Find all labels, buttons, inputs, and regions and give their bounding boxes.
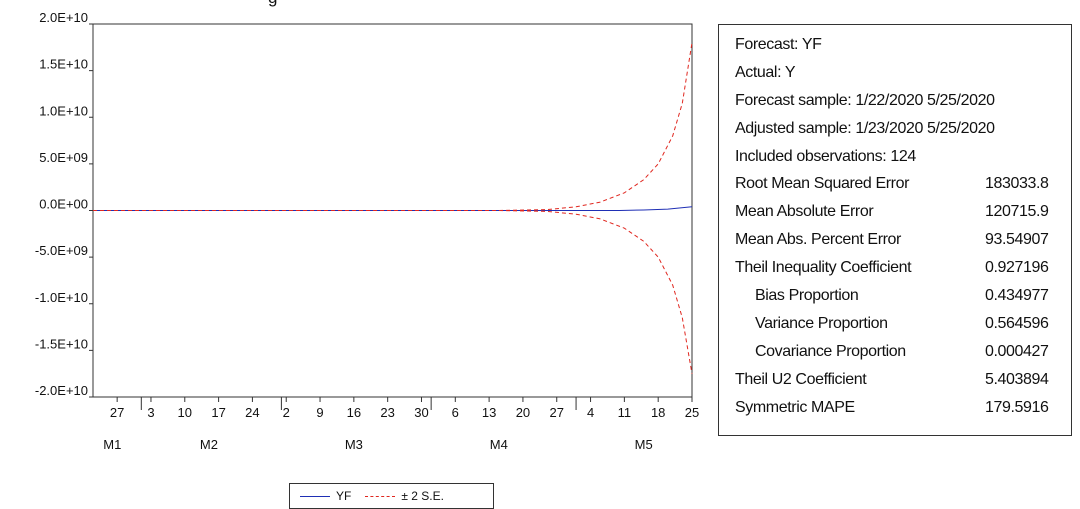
stat-row: Symmetric MAPE 179.5916 [735,394,1071,422]
x-tick-label: 4 [587,405,594,420]
stat-row: Variance Proportion 0.564596 [735,310,1071,338]
x-tick-label: 17 [211,405,225,420]
stat-value: 120715.9 [985,203,1049,221]
stat-row: Mean Absolute Error 120715.9 [735,198,1071,226]
x-tick-label: 3 [147,405,154,420]
stat-value: 183033.8 [985,175,1049,193]
month-label: M1 [103,437,121,452]
y-tick-label: 5.0E+09 [39,150,88,165]
y-tick-label: -1.0E+10 [35,290,88,305]
stat-forecast: Forecast: YF [735,35,822,53]
month-label: M3 [345,437,363,452]
x-tick-label: 16 [347,405,361,420]
stat-value: 93.54907 [985,231,1049,249]
x-tick-label: 6 [452,405,459,420]
x-tick-label: 2 [283,405,290,420]
stat-label: Mean Abs. Percent Error [735,231,901,249]
stat-label: Theil U2 Coefficient [735,370,867,388]
x-tick-label: 10 [178,405,192,420]
chart-legend: YF ± 2 S.E. [289,483,494,509]
y-tick-label: -2.0E+10 [35,383,88,398]
x-tick-label: 20 [516,405,530,420]
y-tick-label: -1.5E+10 [35,336,88,351]
x-tick-label: 30 [414,405,428,420]
series-yf-line [93,206,693,211]
y-tick-label: 1.5E+10 [39,57,88,72]
series-se-band-line [93,210,693,374]
stat-value: 0.564596 [985,314,1049,332]
stat-value: 5.403894 [985,370,1049,388]
legend-swatch-se [365,495,396,497]
legend-item-yf: YF [300,489,351,503]
x-tick-label: 27 [550,405,564,420]
forecast-chart: 2.0E+10 1.5E+10 1.0E+10 5.0E+09 0.0E+00 -5.0E… [35,10,699,452]
stat-actual: Actual: Y [735,63,796,81]
stat-row: Mean Abs. Percent Error 93.54907 [735,226,1071,254]
stat-label: Symmetric MAPE [735,398,855,416]
forecast-statistics-panel: Forecast: YF Actual: Y Forecast sample: … [718,24,1072,436]
stat-label: Mean Absolute Error [735,203,874,221]
stat-row: Covariance Proportion 0.000427 [735,338,1071,366]
stat-label: Theil Inequality Coefficient [735,259,912,277]
stat-forecast-sample: Forecast sample: 1/22/2020 5/25/2020 [735,91,995,109]
y-tick-label: 1.0E+10 [39,103,88,118]
stat-row: Theil Inequality Coefficient 0.927196 [735,254,1071,282]
x-tick-label: 25 [685,405,699,420]
stat-value: 0.927196 [985,259,1049,277]
legend-label-yf: YF [336,489,352,503]
legend-swatch-yf [300,495,330,497]
month-label: M2 [200,437,218,452]
stat-row: Bias Proportion 0.434977 [735,282,1071,310]
legend-item-se: ± 2 S.E. [365,489,444,503]
stat-label: Bias Proportion [755,286,859,304]
y-tick-label: 2.0E+10 [39,10,88,25]
x-tick-label: 18 [651,405,665,420]
y-tick-label: 0.0E+00 [39,197,88,212]
month-label: M5 [635,437,653,452]
x-tick-label: 11 [618,405,632,420]
stat-value: 0.434977 [985,286,1049,304]
x-tick-label: 23 [380,405,394,420]
x-tick-label: 9 [316,405,323,420]
stat-row: Root Mean Squared Error 183033.8 [735,170,1071,198]
y-tick-label: -5.0E+09 [35,243,88,258]
stat-adjusted-sample: Adjusted sample: 1/23/2020 5/25/2020 [735,119,995,137]
legend-label-se: ± 2 S.E. [401,489,444,503]
x-tick-label: 13 [482,405,496,420]
x-tick-label: 24 [245,405,259,420]
month-label: M4 [490,437,508,452]
stat-label: Covariance Proportion [755,342,906,360]
x-tick-label: 27 [110,405,124,420]
stat-row: Theil U2 Coefficient 5.403894 [735,366,1071,394]
chart-title: g [268,0,277,8]
stat-value: 0.000427 [985,342,1049,360]
stat-label: Variance Proportion [755,314,888,332]
stat-label: Root Mean Squared Error [735,175,910,193]
stat-included-observations: Included observations: 124 [735,147,916,165]
series-se-band-line [93,42,693,211]
stat-value: 179.5916 [985,398,1049,416]
